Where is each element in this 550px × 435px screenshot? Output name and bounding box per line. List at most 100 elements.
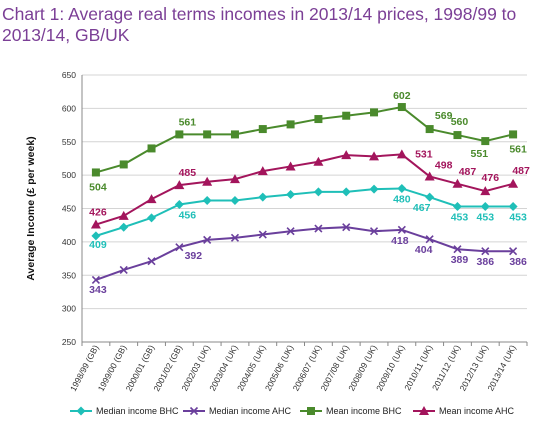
data-label: 343 xyxy=(89,284,107,296)
data-point xyxy=(509,247,518,256)
data-label: 602 xyxy=(393,90,411,102)
data-point xyxy=(314,224,323,233)
x-tick-label: 2006/07 (UK) xyxy=(291,343,324,392)
data-point xyxy=(397,183,407,193)
legend-label: Mean income AHC xyxy=(439,406,515,416)
data-point xyxy=(313,187,323,197)
legend-item: Median income BHC xyxy=(70,406,179,416)
data-point xyxy=(369,227,379,236)
y-tick-label: 600 xyxy=(62,103,76,113)
data-label: 392 xyxy=(185,250,203,262)
data-point xyxy=(258,230,267,239)
data-point xyxy=(174,180,185,190)
data-point xyxy=(286,120,295,129)
y-tick-label: 650 xyxy=(62,70,76,80)
data-point xyxy=(425,235,434,244)
series-line xyxy=(95,187,514,237)
legend-label: Mean income BHC xyxy=(326,406,402,416)
data-point xyxy=(119,222,129,232)
x-tick-labels: 1998/99 (GB)1999/00 (GB)2000/01 (GB)2001… xyxy=(68,342,528,393)
data-point xyxy=(174,199,184,209)
series-median-income-ahc xyxy=(91,223,518,284)
data-point xyxy=(453,131,462,140)
data-label: 487 xyxy=(512,165,530,177)
data-label: 531 xyxy=(415,148,433,160)
legend-item: Mean income AHC xyxy=(413,406,515,416)
data-point xyxy=(203,130,212,139)
data-point xyxy=(230,233,240,242)
x-tick-label: 2003/04 (UK) xyxy=(207,343,240,392)
series-line xyxy=(95,226,514,281)
data-label: 504 xyxy=(89,181,107,193)
y-tick-labels: 250 300 350 400 450 500 550 600 650 xyxy=(62,70,76,347)
data-point xyxy=(146,194,157,204)
x-tick-label: 2004/05 (UK) xyxy=(235,343,268,392)
data-point xyxy=(119,265,128,274)
y-tick-label: 450 xyxy=(62,204,76,214)
data-point xyxy=(425,192,435,202)
data-point xyxy=(285,161,296,171)
data-point xyxy=(175,243,184,252)
data-label: 453 xyxy=(509,211,527,223)
chart-title: Chart 1: Average real terms incomes in 2… xyxy=(2,4,517,45)
data-label: 560 xyxy=(451,116,469,128)
x-tick-label: 2007/08 (UK) xyxy=(318,343,351,392)
x-tick-label: 2013/14 (UK) xyxy=(485,343,518,392)
legend-label: Median income AHC xyxy=(209,406,292,416)
data-label: 485 xyxy=(179,167,197,179)
data-label: 386 xyxy=(477,256,495,268)
data-point xyxy=(147,257,156,266)
data-point xyxy=(342,223,351,232)
data-point xyxy=(369,151,380,161)
data-point xyxy=(396,149,407,159)
data-label: 561 xyxy=(179,116,197,128)
data-point xyxy=(452,178,463,188)
data-point xyxy=(369,184,379,194)
data-point xyxy=(314,115,323,124)
data-label: 467 xyxy=(413,202,431,214)
data-label: 418 xyxy=(391,235,409,247)
x-tick-label: 2001/02 (GB) xyxy=(151,343,184,393)
data-point xyxy=(258,125,267,134)
data-label: 551 xyxy=(471,148,489,160)
data-point xyxy=(257,166,268,176)
data-point xyxy=(175,130,184,139)
legend-label: Median income BHC xyxy=(96,406,179,416)
data-point xyxy=(481,247,490,256)
data-point xyxy=(118,210,129,220)
data-point xyxy=(453,245,462,254)
data-point xyxy=(91,231,101,241)
data-point xyxy=(480,186,491,196)
x-tick-label: 2012/13 (UK) xyxy=(457,343,490,392)
series xyxy=(90,103,519,284)
data-point xyxy=(509,130,518,139)
data-point xyxy=(147,144,156,153)
data-point xyxy=(342,111,351,120)
x-tick-label: 2005/06 (UK) xyxy=(263,343,296,392)
data-point xyxy=(397,225,406,234)
data-label: 453 xyxy=(451,211,469,223)
series-line xyxy=(95,153,514,226)
x-tick-label: 2008/09 (UK) xyxy=(346,343,379,392)
data-point xyxy=(229,174,240,184)
data-label: 456 xyxy=(179,209,197,221)
data-point xyxy=(202,195,212,205)
legend-marker xyxy=(307,407,315,415)
data-point xyxy=(119,160,128,169)
legend: Median income BHC Median income AHC Mean i… xyxy=(70,406,515,416)
data-label: 480 xyxy=(393,193,411,205)
y-tick-label: 500 xyxy=(62,170,76,180)
data-point xyxy=(424,171,435,181)
data-point xyxy=(370,108,379,117)
data-point xyxy=(508,201,518,211)
data-point xyxy=(286,189,296,199)
data-point xyxy=(452,201,462,211)
data-point xyxy=(258,192,268,202)
y-tick-label: 550 xyxy=(62,137,76,147)
data-point xyxy=(147,213,157,223)
data-point xyxy=(91,275,100,284)
series-mean-income-ahc xyxy=(90,149,519,229)
data-label: 386 xyxy=(509,256,527,268)
